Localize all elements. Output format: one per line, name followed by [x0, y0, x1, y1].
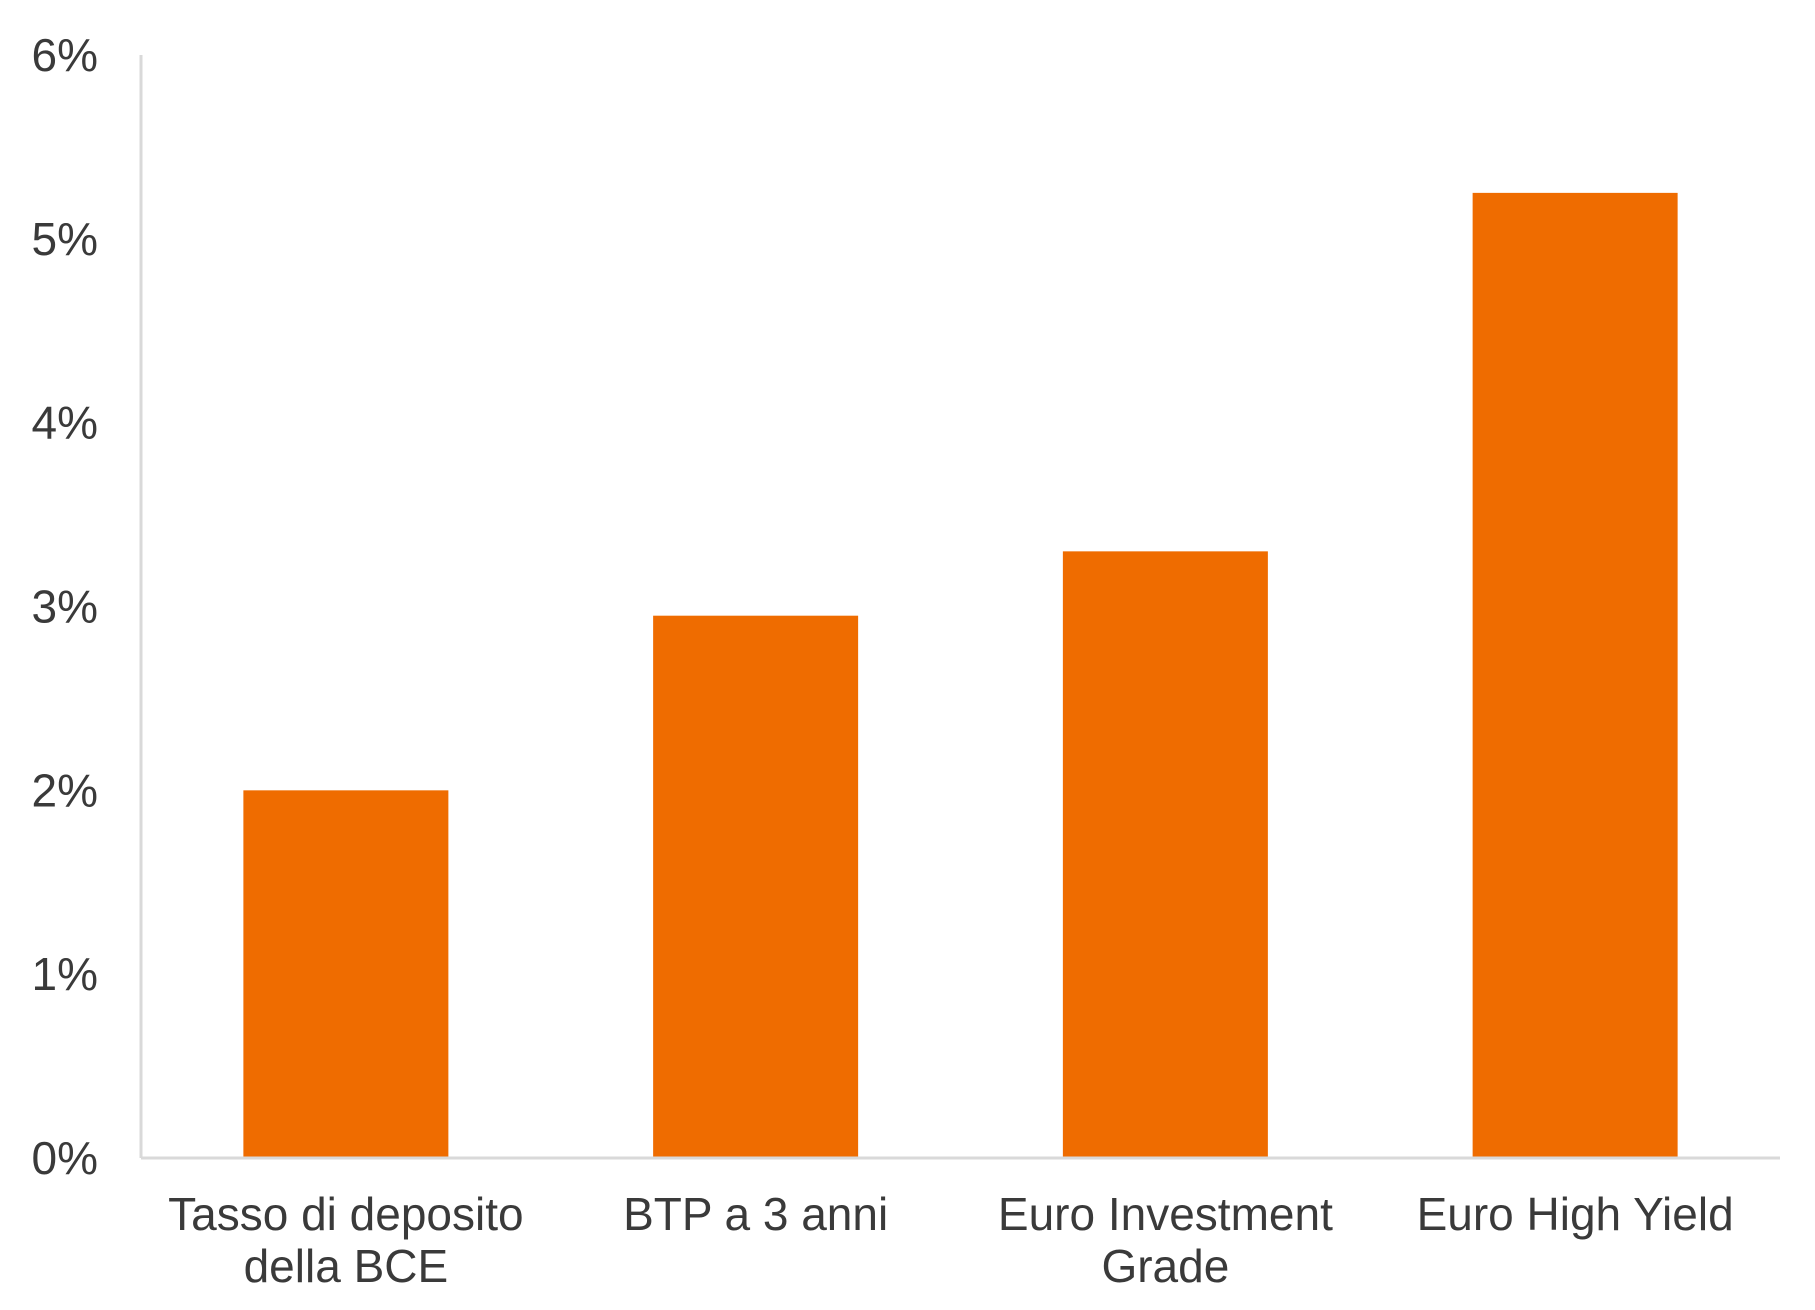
x-category-label-line: Grade: [1101, 1240, 1229, 1292]
y-tick-label: 6%: [32, 29, 98, 81]
bar: [653, 615, 859, 1158]
y-tick-label: 4%: [32, 397, 98, 449]
bar: [243, 790, 449, 1158]
x-category-label: Euro Investment Grade: [998, 1188, 1333, 1292]
x-category-label: Euro High Yield: [1417, 1188, 1734, 1240]
bar: [1062, 551, 1268, 1158]
y-tick-label: 5%: [32, 213, 98, 265]
y-tick-label: 3%: [32, 581, 98, 633]
y-axis-tick-labels: 0% 1% 2% 3% 4% 5% 6%: [32, 29, 98, 1184]
y-tick-label: 1%: [32, 948, 98, 1000]
y-tick-label: 0%: [32, 1132, 98, 1184]
x-category-label: BTP a 3 anni: [623, 1188, 888, 1240]
bar: [1472, 192, 1678, 1158]
x-category-label-line: BTP a 3 anni: [623, 1188, 888, 1240]
x-axis-category-labels: Tasso di deposito della BCE BTP a 3 anni Eu…: [168, 1188, 1734, 1292]
x-category-label-line: della BCE: [244, 1240, 449, 1292]
x-category-label: Tasso di deposito della BCE: [168, 1188, 523, 1292]
x-category-label-line: Euro High Yield: [1417, 1188, 1734, 1240]
x-category-label-line: Tasso di deposito: [168, 1188, 523, 1240]
bars: [243, 192, 1678, 1158]
y-tick-label: 2%: [32, 764, 98, 816]
x-category-label-line: Euro Investment: [998, 1188, 1333, 1240]
